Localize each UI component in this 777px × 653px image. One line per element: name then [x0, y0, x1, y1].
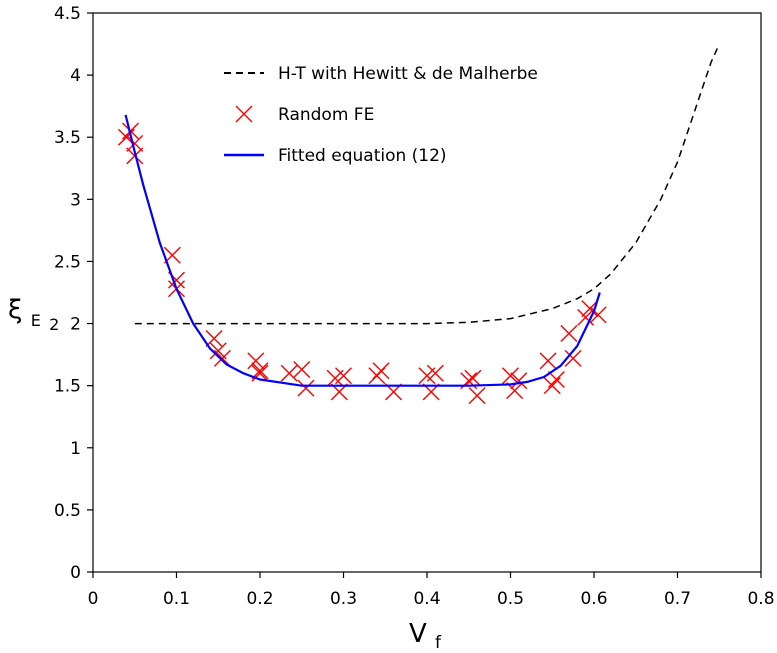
scatter-point: [426, 364, 444, 382]
y-axis-label-main: ξ: [8, 295, 23, 325]
x-tick-label: 0.6: [580, 589, 607, 609]
scatter-point: [335, 367, 352, 385]
series-line: [124, 114, 601, 387]
plot-area: [92, 12, 762, 573]
y-tick-label: 2: [70, 315, 81, 335]
scatter-point: [251, 362, 269, 380]
x-tick-label: 0.7: [664, 589, 691, 609]
x-tick-label: 0: [88, 589, 99, 609]
scatter-point: [539, 352, 557, 370]
y-tick-label: 0: [70, 563, 81, 583]
x-tick-label: 0.1: [163, 589, 190, 609]
series-layer: [117, 43, 720, 405]
scatter-point: [247, 352, 265, 370]
y-axis-label-sub: E: [31, 311, 41, 330]
scatter-point: [205, 329, 223, 347]
y-tick-label: 3: [70, 190, 81, 210]
x-tick-label: 0.3: [330, 589, 357, 609]
legend: H-T with Hewitt & de Malherbe Random FE Fi…: [224, 64, 538, 166]
series-line: [134, 43, 720, 325]
scatter-point: [547, 370, 565, 388]
axes: 0 0.1 0.2 0.3 0.4 0.5 0.6 0.7 0.8 0 0.5 1 1.5 2 2.5 3 3.…: [54, 4, 775, 609]
x-tick-label: 0.5: [497, 589, 524, 609]
scatter-point: [280, 364, 298, 382]
x-axis-label: V f: [409, 619, 442, 653]
x-tick-label: 0.8: [747, 589, 774, 609]
x-tick-label: 0.2: [246, 589, 273, 609]
legend-swatch: [235, 105, 253, 123]
scatter-point: [126, 134, 144, 152]
x-axis-label-main: V: [409, 619, 427, 649]
scatter-point: [510, 372, 528, 390]
scatter-point: [589, 306, 607, 324]
legend-label: H-T with Hewitt & de Malherbe: [278, 64, 538, 84]
legend-label: Fitted equation (12): [278, 146, 447, 166]
scatter-point: [564, 349, 582, 367]
y-tick-label: 1.5: [54, 377, 81, 397]
x-tick-label: 0.4: [413, 589, 440, 609]
y-tick-label: 2.5: [54, 252, 81, 272]
y-tick-label: 0.5: [54, 501, 81, 521]
plot-frame: [92, 12, 762, 573]
scatter-point: [372, 362, 390, 380]
scatter-point: [297, 379, 315, 397]
scatter-point: [581, 300, 599, 318]
y-tick-label: 3.5: [54, 128, 81, 148]
scatter-point: [468, 387, 486, 405]
y-tick-label: 1: [70, 439, 81, 459]
y-tick-label: 4.5: [54, 4, 81, 24]
scatter-point: [502, 367, 519, 385]
y-axis-label-subsub: 2: [49, 315, 59, 334]
scatter-point: [464, 369, 482, 387]
legend-label: Random FE: [278, 105, 374, 125]
y-axis-label: ξ E 2: [8, 295, 59, 334]
scatter-point: [293, 361, 311, 379]
x-axis-label-sub: f: [435, 633, 442, 653]
scatter-point: [560, 324, 578, 342]
scatter-point: [213, 349, 231, 367]
y-tick-label: 4: [70, 66, 81, 86]
